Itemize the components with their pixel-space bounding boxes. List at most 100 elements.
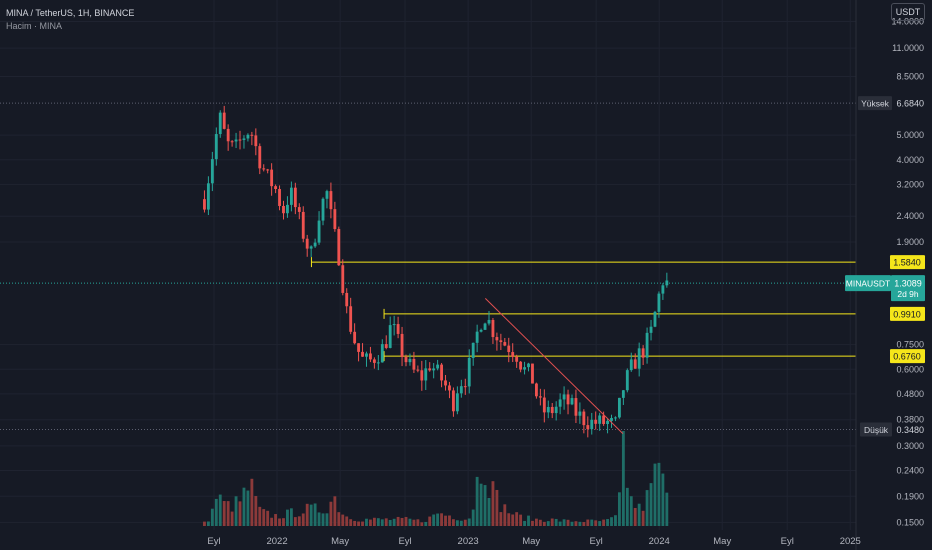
volume-bar xyxy=(365,518,368,526)
volume-bar xyxy=(337,512,341,526)
volume-bar xyxy=(305,503,309,526)
y-tick-label: 5.0000 xyxy=(896,130,924,140)
volume-bar xyxy=(357,521,361,526)
candle-body xyxy=(412,358,416,370)
volume-bar xyxy=(483,485,487,526)
volume-bar xyxy=(661,473,665,526)
volume-bar xyxy=(471,509,475,526)
candle-body xyxy=(471,342,475,358)
volume-bar xyxy=(436,513,440,526)
candle-body xyxy=(230,141,234,143)
volume-bar xyxy=(653,463,657,526)
candle-body xyxy=(345,292,349,307)
candle-body xyxy=(515,356,519,362)
volume-bar xyxy=(440,513,443,526)
candle-body xyxy=(321,198,325,221)
volume-bar xyxy=(582,522,586,526)
volume-bar xyxy=(641,510,645,526)
volume-bar xyxy=(590,519,594,526)
candle-body xyxy=(206,183,210,210)
candle-body xyxy=(325,191,329,199)
volume-bar xyxy=(361,521,364,526)
candle-body xyxy=(610,417,613,421)
candle-body xyxy=(511,352,515,357)
candle-body xyxy=(503,342,507,346)
volume-bar xyxy=(602,519,606,526)
volume-bar xyxy=(455,520,459,526)
y-tick-label: 0.6000 xyxy=(896,364,924,374)
candle-body xyxy=(491,319,495,338)
volume-bar xyxy=(459,520,463,526)
y-tick-label: 2.4000 xyxy=(896,211,924,221)
volume-bar xyxy=(238,501,242,526)
candle-body xyxy=(459,386,463,394)
candle-body xyxy=(258,146,262,169)
volume-bar xyxy=(523,520,526,526)
volume-bar xyxy=(610,517,613,526)
volume-bar xyxy=(479,483,483,526)
last-price-value: 1.3089 xyxy=(894,279,922,289)
candle-body xyxy=(483,323,487,330)
symbol-price-tag xyxy=(845,275,891,292)
candle-body xyxy=(270,169,274,187)
volume-bar xyxy=(289,508,293,526)
volume-bar xyxy=(574,521,578,526)
volume-bar xyxy=(594,520,598,526)
candle-body xyxy=(317,220,321,243)
candle-body xyxy=(538,396,542,398)
x-tick-label: 2023 xyxy=(458,536,479,547)
candle-body xyxy=(349,306,353,332)
volume-bar xyxy=(475,476,479,526)
candle-body xyxy=(278,189,281,206)
candle-body xyxy=(590,419,594,430)
candle-body xyxy=(250,134,254,136)
volume-bar xyxy=(570,521,574,526)
candle-body xyxy=(286,204,289,214)
volume-bar xyxy=(495,489,499,526)
candle-body xyxy=(337,229,341,266)
candle-body xyxy=(617,397,621,418)
volume-bar xyxy=(507,513,511,526)
y-tick-label: 14.0000 xyxy=(891,16,924,26)
volume-bar xyxy=(649,483,653,526)
volume-bar xyxy=(531,520,534,526)
candle-body xyxy=(582,411,586,426)
candle-body xyxy=(214,134,218,160)
y-tick-label: 0.1900 xyxy=(896,491,924,501)
currency-button[interactable]: USDT xyxy=(891,3,925,21)
candle-body xyxy=(625,370,629,391)
volume-bar xyxy=(384,518,388,526)
candle-body xyxy=(570,398,574,405)
candle-body xyxy=(420,370,424,381)
candle-body xyxy=(554,406,558,414)
x-tick-label: May xyxy=(522,536,540,547)
candle-body xyxy=(289,187,293,205)
candle-body xyxy=(396,324,400,334)
volume-bar xyxy=(286,509,289,526)
level-price-box xyxy=(890,255,925,270)
volume-bar xyxy=(262,509,266,526)
volume-bar xyxy=(266,510,270,526)
candle-body xyxy=(282,205,285,214)
volume-bar xyxy=(282,518,285,526)
volume-bar xyxy=(270,517,274,526)
volume-bar xyxy=(629,496,633,526)
candle-body xyxy=(452,390,455,412)
level-price-label: 0.6760 xyxy=(893,352,921,362)
volume-bar xyxy=(226,501,230,526)
candle-body xyxy=(365,353,368,357)
candle-body xyxy=(266,169,270,171)
volume-bar xyxy=(515,512,519,526)
x-tick-label: Eyl xyxy=(207,536,220,547)
volume-indicator-label[interactable]: Hacim · MINA xyxy=(6,21,62,31)
candle-body xyxy=(372,359,376,363)
symbol-title: MINA / TetherUS, 1H, BINANCE xyxy=(6,8,135,18)
volume-bar xyxy=(230,511,234,526)
candle-body xyxy=(218,112,222,135)
volume-bar xyxy=(246,490,250,526)
volume-bar xyxy=(392,518,396,526)
volume-bar xyxy=(369,519,372,526)
volume-bar xyxy=(625,487,629,526)
